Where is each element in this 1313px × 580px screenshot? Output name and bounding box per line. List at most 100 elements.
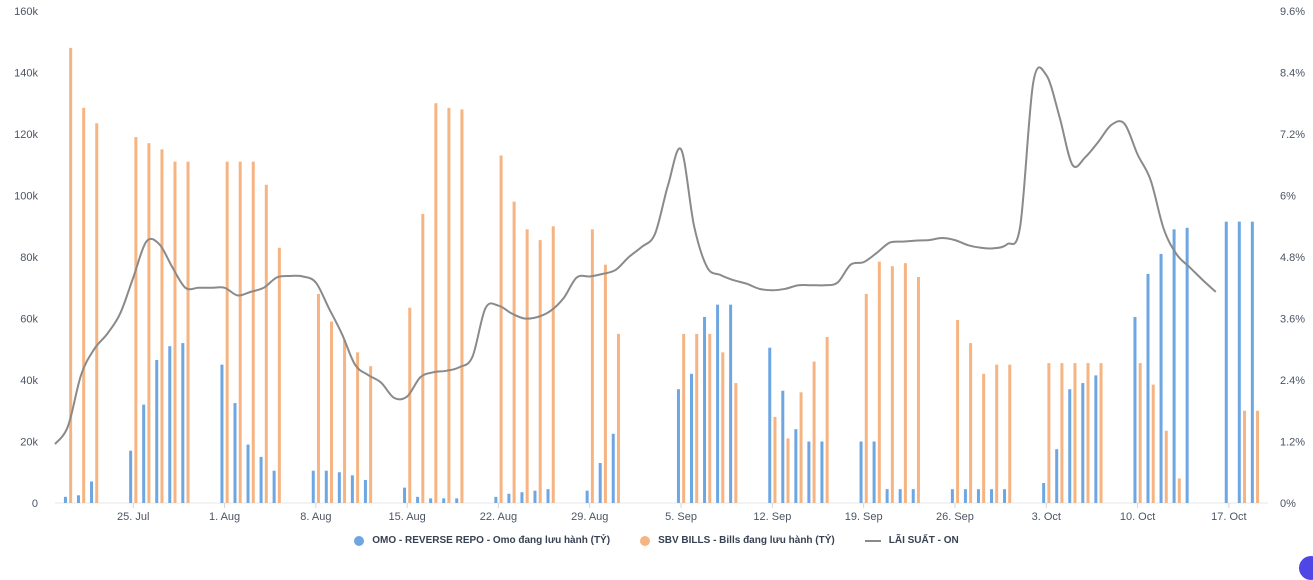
omo-bar xyxy=(324,470,328,503)
legend-item-bills[interactable]: SBV BILLS - Bills đang lưu hành (TỶ) xyxy=(640,535,835,546)
legend-label-omo: OMO - REVERSE REPO - Omo đang lưu hành (… xyxy=(372,535,611,546)
bills-bar xyxy=(277,247,281,503)
omo-bar xyxy=(1237,221,1241,503)
legend-swatch-omo xyxy=(354,535,365,546)
omo-bar xyxy=(546,489,550,503)
omo-bar xyxy=(807,441,811,503)
legend: OMO - REVERSE REPO - Omo đang lưu hành (… xyxy=(0,535,1313,546)
omo-bar xyxy=(859,441,863,503)
omo-bar xyxy=(520,492,524,503)
omo-bar xyxy=(90,481,94,503)
omo-bar xyxy=(598,463,602,503)
legend-item-rate[interactable]: LÃI SUẤT - ON xyxy=(864,535,959,546)
omo-bar xyxy=(1068,389,1072,503)
bills-bar xyxy=(1164,430,1168,503)
omo-bar xyxy=(1042,483,1046,503)
y-right-tick-label: 3.6% xyxy=(1280,314,1305,326)
bills-bar xyxy=(330,321,334,503)
bills-bar xyxy=(682,333,686,503)
bills-bar xyxy=(1243,410,1247,503)
bills-bar xyxy=(864,293,868,503)
bills-bar xyxy=(512,201,516,503)
omo-bar xyxy=(129,450,133,503)
bills-bar xyxy=(590,229,594,503)
bills-bar xyxy=(447,107,451,504)
bills-bar xyxy=(1256,410,1260,503)
x-tick-label: 25. Jul xyxy=(117,511,149,523)
bills-bar xyxy=(369,366,373,503)
x-tick-label: 5. Sep xyxy=(665,511,697,523)
x-tick-label: 12. Sep xyxy=(753,511,791,523)
y-right-tick-label: 9.6% xyxy=(1280,6,1305,18)
bills-bar xyxy=(1099,363,1103,503)
bills-bar xyxy=(890,266,894,503)
bills-bar xyxy=(551,226,555,503)
omo-bar xyxy=(1185,227,1189,503)
omo-bar xyxy=(246,444,250,503)
y-left-tick-label: 20k xyxy=(20,437,38,449)
omo-bar xyxy=(1146,273,1150,503)
omo-bar xyxy=(1003,489,1007,503)
omo-bar xyxy=(611,433,615,503)
bills-bar xyxy=(134,137,138,503)
bills-bar xyxy=(525,229,529,503)
bills-bar xyxy=(773,416,777,503)
omo-bar xyxy=(76,495,80,503)
bills-bar xyxy=(616,333,620,503)
omo-bar xyxy=(533,490,537,503)
bills-bar xyxy=(173,161,177,504)
bills-bar xyxy=(460,109,464,504)
omo-bar xyxy=(716,304,720,503)
bills-bar xyxy=(1138,363,1142,503)
bills-bar xyxy=(316,293,320,503)
omo-bar xyxy=(1081,383,1085,503)
omo-bar xyxy=(429,498,433,503)
bills-bar xyxy=(69,47,73,504)
omo-bar xyxy=(676,389,680,503)
x-tick-label: 3. Oct xyxy=(1032,511,1061,523)
bills-bar xyxy=(408,307,412,503)
omo-bar xyxy=(181,343,185,503)
bills-bar xyxy=(356,352,360,503)
omo-bar xyxy=(898,489,902,503)
bills-bar xyxy=(969,343,973,503)
y-left-tick-label: 80k xyxy=(20,252,38,264)
rate-line xyxy=(54,66,1217,445)
omo-bar xyxy=(1224,221,1228,503)
bills-bar xyxy=(95,123,99,504)
bills-bar xyxy=(147,143,151,503)
omo-bar xyxy=(155,360,159,503)
omo-bar xyxy=(455,498,459,503)
x-tick-label: 17. Oct xyxy=(1211,511,1246,523)
bills-bar xyxy=(812,361,816,503)
bills-bar xyxy=(1008,364,1012,503)
omo-bar xyxy=(1172,229,1176,503)
y-right-tick-label: 0% xyxy=(1280,498,1296,510)
x-tick-label: 10. Oct xyxy=(1120,511,1155,523)
bills-bar xyxy=(264,184,268,504)
omo-bar xyxy=(168,346,172,503)
corner-badge xyxy=(1299,556,1313,580)
omo-bar xyxy=(729,304,733,503)
omo-bar xyxy=(416,496,420,503)
bills-bar xyxy=(995,364,999,503)
bills-bar xyxy=(721,352,725,503)
omo-bar xyxy=(1094,375,1098,503)
omo-bar xyxy=(911,489,915,503)
x-tick-label: 8. Aug xyxy=(300,511,331,523)
bills-bar xyxy=(238,161,242,504)
omo-bar xyxy=(1159,253,1163,503)
chart: 0 20k 40k 60k 80k 100k 120k 140k 160k 0% 1.2% 2.4%… xyxy=(14,6,1305,523)
bills-bar xyxy=(734,383,738,503)
omo-bar xyxy=(950,489,954,503)
legend-swatch-rate xyxy=(864,539,881,542)
bills-bar xyxy=(251,161,255,504)
legend-item-omo[interactable]: OMO - REVERSE REPO - Omo đang lưu hành (… xyxy=(354,535,610,546)
omo-bar xyxy=(885,489,889,503)
bills-bar xyxy=(825,336,829,503)
omo-series xyxy=(63,221,1254,503)
x-tick-label: 19. Sep xyxy=(845,511,883,523)
omo-bar xyxy=(63,496,67,503)
bills-bar xyxy=(786,438,790,503)
omo-bar xyxy=(1055,449,1059,503)
